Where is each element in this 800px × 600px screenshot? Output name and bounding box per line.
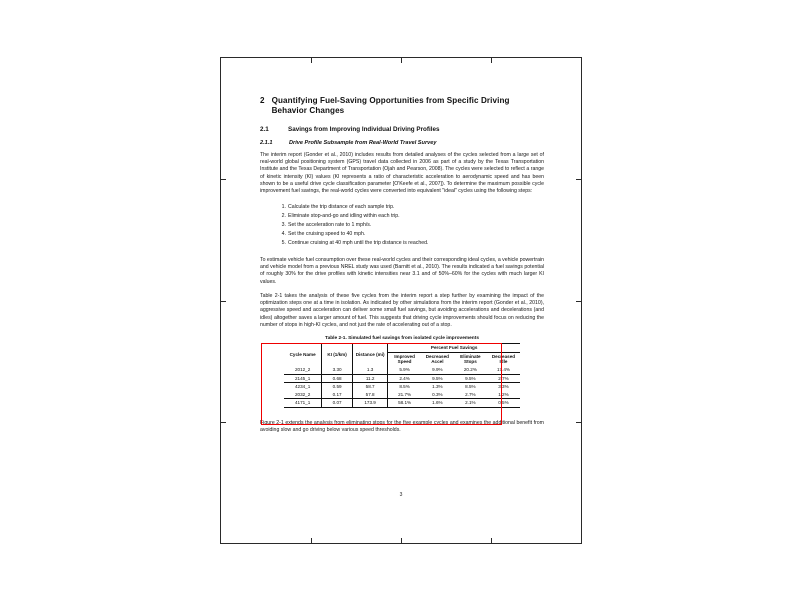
table-head: Cycle Name KI (1/km) Distance (mi) Perce…: [284, 343, 520, 367]
cell-cycle-name: 2032_2: [284, 390, 323, 399]
crop-tick-right-2: [576, 300, 582, 302]
cell-distance: 57.8: [352, 390, 389, 399]
cell-decreased-accel: 1.3%: [432, 384, 443, 390]
list-item: Calculate the trip distance of each samp…: [277, 203, 395, 212]
subsubsection-number: 2.1.1: [260, 139, 273, 146]
crop-tick-left-3: [220, 421, 226, 423]
crop-tick-top-1: [311, 57, 312, 63]
cell-decreased-idle: 0.5%: [486, 398, 520, 409]
crop-tick-top-2: [401, 57, 402, 63]
cell-ki: 0.59: [321, 382, 353, 391]
page-content: 2 Quantifying Fuel-Saving Opportunities …: [260, 96, 544, 435]
col-header-improved-speed: Improved Speed: [394, 353, 415, 365]
list-item: Set the acceleration rate to 1 mph/s.: [277, 221, 372, 230]
subsection-heading-text: Savings from Improving Individual Drivin…: [288, 125, 440, 133]
cell-cycle-name: 2145_1: [284, 374, 323, 384]
cell-decreased-accel: 1.6%: [420, 398, 454, 409]
subsection-heading: 2.1 Savings from Improving Individual Dr…: [260, 126, 544, 134]
crop-tick-bottom-1: [311, 538, 312, 544]
table-row: 4171_1 0.07 173.9 58.1% 1.6% 2.1% 0.5%: [284, 398, 520, 409]
cell-cycle-name: 4171_1: [284, 398, 323, 409]
cell-improved-speed: 5.9%: [387, 366, 421, 375]
cell-eliminate-stops: 2.7%: [465, 391, 476, 397]
cell-eliminate-stops: 2.1%: [453, 398, 487, 409]
subsubsection-heading-text: Drive Profile Subsample from Real-World …: [289, 139, 437, 146]
cell-ki: 0.68: [321, 374, 353, 384]
section-number: 2: [260, 96, 265, 105]
list-item: Continue cruising at 40 mph until the tr…: [277, 239, 429, 248]
col-header-distance: Distance (mi): [352, 343, 389, 367]
cell-distance: 58.7: [352, 382, 389, 391]
cell-eliminate-stops: 20.2%: [453, 366, 487, 375]
cell-ki: 3.30: [321, 366, 353, 375]
table-header-sub-row: Improved Speed Decreased Accel Eliminate…: [284, 352, 520, 366]
list-item: Set the cruising speed to 40 mph.: [277, 230, 366, 239]
col-header-eliminate-stops: Eliminate Stops: [460, 353, 481, 365]
crop-tick-right-3: [576, 421, 582, 423]
cell-eliminate-stops: 8.5%: [465, 384, 476, 390]
paragraph-1: The interim report (Gonder et al., 2010)…: [260, 151, 544, 195]
cell-decreased-accel: 0.3%: [432, 391, 443, 397]
subsubsection-heading: 2.1.1 Drive Profile Subsample from Real-…: [260, 140, 544, 147]
cell-improved-speed: 8.5%: [399, 384, 410, 390]
cell-eliminate-stops: 9.5%: [453, 374, 487, 384]
fuel-savings-table: Cycle Name KI (1/km) Distance (mi) Perce…: [284, 343, 520, 409]
table-header-group-row: Cycle Name KI (1/km) Distance (mi) Perce…: [284, 343, 520, 367]
crop-tick-left-2: [220, 300, 226, 302]
section-heading: 2 Quantifying Fuel-Saving Opportunities …: [260, 96, 544, 117]
subsection-number: 2.1: [260, 125, 269, 133]
paragraph-2: To estimate vehicle fuel consumption ove…: [260, 256, 544, 285]
crop-tick-bottom-3: [491, 538, 492, 544]
table-body: 2012_2 3.30 1.3 5.9% 9.9% 20.2% 17.4% 21…: [284, 366, 520, 409]
table-row: 2012_2 3.30 1.3 5.9% 9.9% 20.2% 17.4%: [284, 366, 520, 375]
cell-distance: 1.3: [352, 366, 389, 375]
paragraph-4: Figure 2-1 extends the analysis from eli…: [260, 420, 544, 434]
col-header-decreased-accel: Decreased Accel: [425, 353, 449, 365]
crop-tick-bottom-2: [401, 538, 402, 544]
steps-list: Calculate the trip distance of each samp…: [260, 203, 544, 249]
crop-tick-left-1: [220, 179, 226, 181]
cell-decreased-idle: 17.4%: [486, 366, 520, 375]
list-item: Eliminate stop-and-go and idling within …: [277, 212, 400, 221]
crop-tick-top-3: [491, 57, 492, 63]
cell-distance: 173.9: [352, 398, 389, 409]
page-number: 3: [399, 492, 403, 498]
table-row: 4234_1 0.59 58.7 8.5% 1.3% 8.5% 3.3%: [284, 382, 520, 391]
cell-cycle-name: 4234_1: [284, 382, 323, 391]
cell-decreased-idle: 3.3%: [498, 384, 509, 390]
crop-tick-right-1: [576, 179, 582, 181]
col-header-percent-fuel-savings: Percent Fuel Savings: [387, 343, 520, 353]
cell-improved-speed: 58.1%: [387, 398, 421, 409]
col-header-decreased-idle: Decreased Idle: [491, 353, 516, 365]
cell-decreased-idle: 1.2%: [498, 391, 509, 397]
cell-decreased-accel: 9.5%: [420, 374, 454, 384]
paragraph-3: Table 2-1 takes the analysis of these fi…: [260, 292, 544, 328]
cell-ki: 0.17: [321, 390, 353, 399]
section-heading-text: Quantifying Fuel-Saving Opportunities fr…: [271, 96, 510, 116]
page-sheet: 2 Quantifying Fuel-Saving Opportunities …: [220, 57, 582, 544]
col-header-ki: KI (1/km): [321, 343, 353, 367]
table-block: Table 2-1. Simulated fuel savings from i…: [260, 336, 544, 426]
col-header-cycle-name: Cycle Name: [284, 343, 323, 367]
cell-decreased-accel: 9.9%: [420, 366, 454, 375]
table-row: 2032_2 0.17 57.8 21.7% 0.3% 2.7% 1.2%: [284, 390, 520, 399]
cell-improved-speed: 2.4%: [387, 374, 421, 384]
cell-ki: 0.07: [321, 398, 353, 409]
cell-decreased-idle: 2.7%: [486, 374, 520, 384]
cell-distance: 11.2: [352, 374, 389, 384]
cell-cycle-name: 2012_2: [284, 366, 323, 375]
cell-improved-speed: 21.7%: [398, 391, 412, 397]
table-row: 2145_1 0.68 11.2 2.4% 9.5% 9.5% 2.7%: [284, 374, 520, 384]
table-caption: Table 2-1. Simulated fuel savings from i…: [325, 336, 479, 342]
